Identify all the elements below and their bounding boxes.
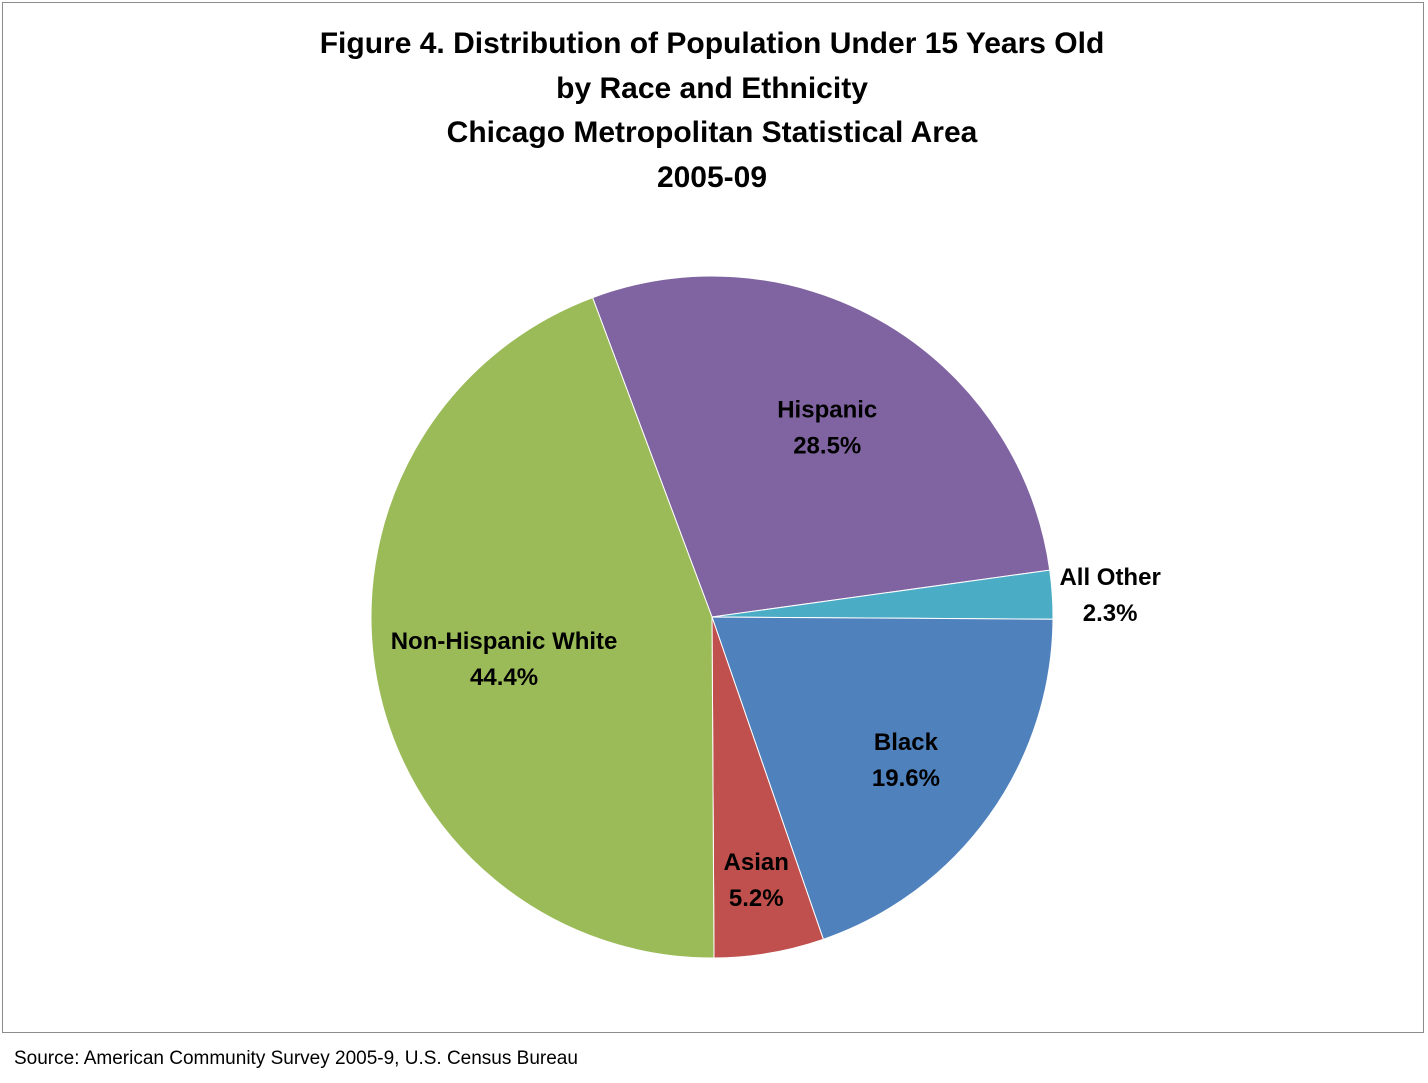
data-label-name-black: Black [874,729,939,756]
data-label-value-non-hispanic-white: 44.4% [470,664,538,691]
data-label-name-hispanic: Hispanic [777,397,877,424]
chart-title-line-3: Chicago Metropolitan Statistical Area [446,116,978,149]
pie-slice-black [711,616,1054,940]
data-label-value-black: 19.6% [872,765,940,792]
source-note: Source: American Community Survey 2005-9… [14,1048,578,1069]
chart-title-line-1: Figure 4. Distribution of Population Und… [319,27,1105,60]
chart-title-line-2: by Race and Ethnicity [556,71,868,105]
pie-slice-non-hispanic-white [370,296,715,959]
pie-slice-hispanic [591,275,1051,618]
data-label-name-asian: Asian [724,849,789,876]
chart-title-line-4: 2005-09 [656,160,768,194]
data-label-value-asian: 5.2% [729,885,784,912]
chart-title: Figure 4. Distribution of Population Und… [0,22,1424,200]
data-label-value-all-other: 2.3% [1083,600,1138,627]
data-label-name-all-other: All Other [1059,564,1160,591]
data-label-value-hispanic: 28.5% [793,433,861,460]
data-label-name-non-hispanic-white: Non-Hispanic White [391,628,618,655]
